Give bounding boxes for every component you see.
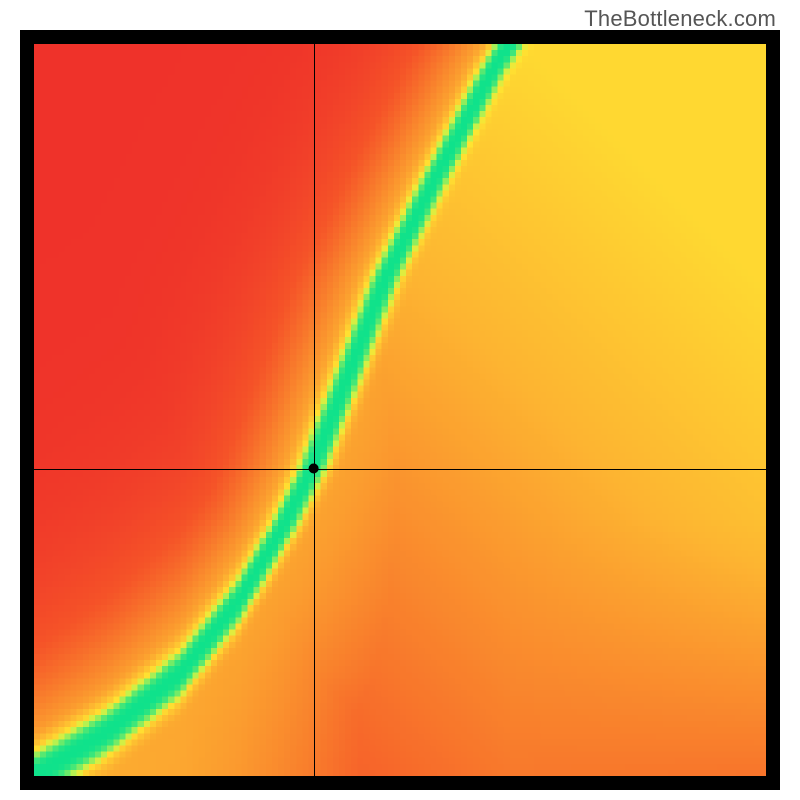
crosshair-overlay — [34, 44, 766, 776]
bottleneck-heatmap — [34, 44, 766, 776]
watermark-text: TheBottleneck.com — [584, 6, 776, 32]
chart-frame — [20, 30, 780, 790]
